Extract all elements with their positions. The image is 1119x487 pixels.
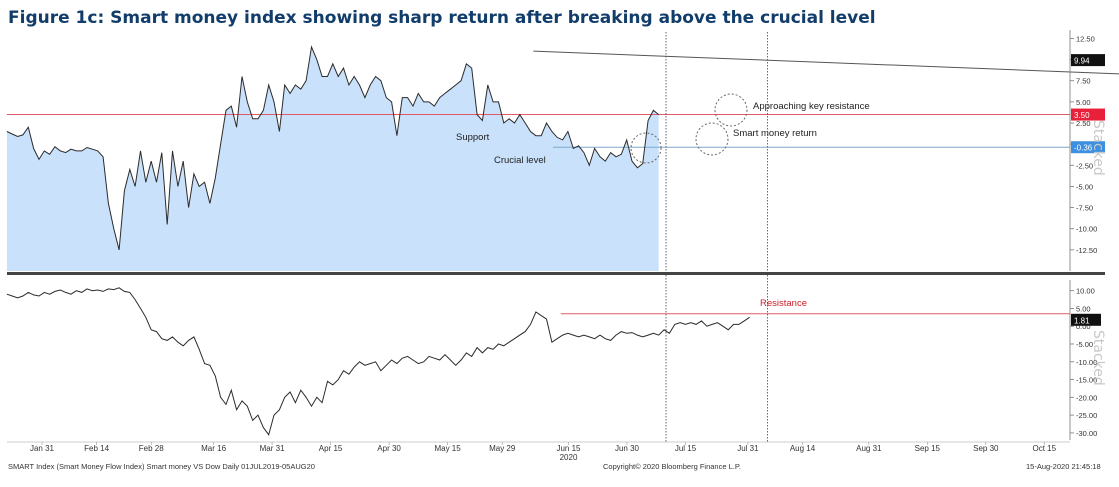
upper-stacked-legend: Stacked	[1090, 120, 1106, 176]
x-tick-label: Jul 31	[737, 444, 759, 453]
upper-value-badge-label: 3.50	[1074, 111, 1090, 120]
x-tick-label: Oct 15	[1033, 444, 1057, 453]
downtrend-line	[533, 50, 1119, 75]
upper-value-badge	[1071, 54, 1105, 67]
lower-y-tick-label: 0.00	[1076, 322, 1091, 331]
upper-y-tick-label: 2.50	[1076, 119, 1091, 128]
panel-separator	[7, 272, 1105, 275]
x-tick-label: Feb 14	[84, 444, 109, 453]
x-tick-label: May 15	[434, 444, 461, 453]
upper-value-badge-label: 9.94	[1074, 57, 1090, 66]
footer-source: SMART Index (Smart Money Flow Index) Sma…	[8, 462, 315, 471]
lower-value-badge-label: 1.81	[1074, 316, 1090, 325]
highlight-circle	[695, 122, 729, 156]
x-tick-label: Mar 31	[260, 444, 285, 453]
upper-y-tick-label: -5.00	[1076, 182, 1093, 191]
upper-y-tick-label: -2.50	[1076, 161, 1093, 170]
x-tick-label: Apr 30	[377, 444, 401, 453]
x-tick-label: Apr 15	[319, 444, 343, 453]
footer-timestamp: 15-Aug-2020 21:45:18	[1026, 462, 1101, 471]
figure-title: Figure 1c: Smart money index showing sha…	[8, 8, 876, 28]
lower-value-badge	[1071, 313, 1101, 326]
lower-y-tick-label: 10.00	[1076, 287, 1095, 296]
upper-y-tick-label: 5.00	[1076, 98, 1091, 107]
upper-value-badge	[1071, 108, 1105, 121]
x-tick-label: Aug 31	[856, 444, 882, 453]
upper-value-badge	[1071, 141, 1105, 154]
x-tick-label: Sep 15	[915, 444, 941, 453]
x-tick-label: Mar 16	[201, 444, 226, 453]
upper-y-tick-label: 12.50	[1076, 34, 1095, 43]
highlight-circle	[714, 93, 748, 127]
smart-money-index-line	[6, 45, 660, 251]
upper-value-badge-label: -0.36	[1074, 144, 1093, 153]
lower-stacked-legend: Stacked	[1090, 330, 1106, 386]
smart-money-vs-dow-line	[6, 287, 750, 436]
upper-y-tick-label: 7.50	[1076, 77, 1091, 86]
highlight-circle	[630, 132, 662, 164]
x-tick-label: Jan 31	[30, 444, 55, 453]
annotation-support: Support	[456, 132, 490, 143]
lower-y-tick-label: -15.00	[1076, 376, 1097, 385]
x-tick-label: May 29	[489, 444, 516, 453]
lower-y-tick-label: 5.00	[1076, 304, 1091, 313]
x-tick-label: Feb 28	[139, 444, 164, 453]
upper-area-fill	[6, 46, 659, 272]
lower-y-tick-label: -5.00	[1076, 340, 1093, 349]
x-tick-label: Jun 30	[615, 444, 640, 453]
footer-copyright: Copyright© 2020 Bloomberg Finance L.P.	[603, 462, 741, 471]
annotation-key-resistance: Approaching key resistance	[753, 101, 870, 112]
lower-y-tick-label: -10.00	[1076, 358, 1097, 367]
x-tick-label: Aug 14	[790, 444, 816, 453]
x-year-label: 2020	[560, 453, 578, 462]
upper-y-tick-label: -10.00	[1076, 225, 1097, 234]
x-tick-label: Sep 30	[973, 444, 999, 453]
annotation-crucial-level: Crucial level	[494, 155, 546, 166]
x-tick-label: Jun 15	[556, 444, 581, 453]
upper-y-tick-label: -7.50	[1076, 204, 1093, 213]
upper-y-tick-label: -12.50	[1076, 246, 1097, 255]
lower-y-tick-label: -30.00	[1076, 429, 1097, 438]
annotation-smart-money-return: Smart money return	[733, 128, 817, 139]
annotation-resistance: Resistance	[760, 298, 807, 309]
lower-y-tick-label: -20.00	[1076, 393, 1097, 402]
lower-y-tick-label: -25.00	[1076, 411, 1097, 420]
x-tick-label: Jul 15	[675, 444, 697, 453]
